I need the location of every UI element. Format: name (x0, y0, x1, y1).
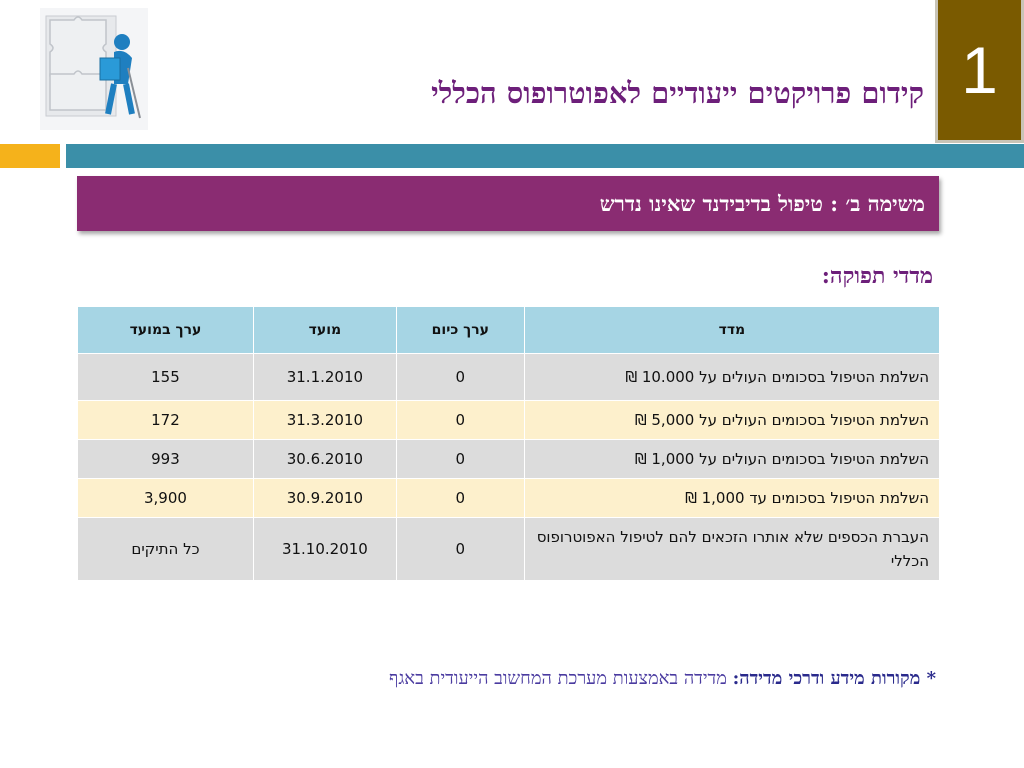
cell-current-value: 0 (395, 400, 525, 440)
table-row: השלמת הטיפול בסכומים העולים על 5,000 ₪ 0… (77, 400, 939, 440)
puzzle-figure-icon (40, 8, 148, 130)
metrics-table: מדד ערך כיום מועד ערך במועד השלמת הטיפול… (77, 307, 939, 580)
footnote-text: מדידה באמצעות מערכת המחשוב הייעודית באגף (389, 668, 727, 689)
cell-target-value: כל התיקים (77, 517, 254, 580)
header-date: מועד (252, 307, 397, 354)
cell-date: 30.9.2010 (252, 478, 397, 518)
table-row: השלמת הטיפול בסכומים העולים על 1,000 ₪ 0… (77, 439, 939, 479)
footnote-label: * מקורות מידע ודרכי מדידה: (732, 668, 936, 689)
table-row: העברת הכספים שלא אותרו הזכאים להם לטיפול… (77, 517, 939, 580)
table-header-row: מדד ערך כיום מועד ערך במועד (77, 307, 939, 354)
cell-date: 30.6.2010 (252, 439, 397, 479)
slide-title: קידום פרויקטים ייעודיים לאפוטרופוס הכללי (431, 76, 924, 110)
accent-bar-teal (66, 144, 1024, 168)
section-subheading: מדדי תפוקה: (821, 263, 933, 289)
cell-date: 31.10.2010 (252, 517, 397, 580)
cell-measure: השלמת הטיפול בסכומים העולים על 10.000 ₪ (523, 353, 939, 401)
footnote: * מקורות מידע ודרכי מדידה: מדידה באמצעות… (389, 668, 936, 689)
cell-target-value: 155 (77, 353, 254, 401)
header-measure: מדד (523, 307, 939, 354)
cell-current-value: 0 (395, 517, 525, 580)
cell-measure: השלמת הטיפול בסכומים העולים על 5,000 ₪ (523, 400, 939, 440)
cell-target-value: 3,900 (77, 478, 254, 518)
header-current-value: ערך כיום (395, 307, 525, 354)
cell-current-value: 0 (395, 439, 525, 479)
cell-date: 31.3.2010 (252, 400, 397, 440)
cell-date: 31.1.2010 (252, 353, 397, 401)
accent-bar-orange (0, 144, 60, 168)
header-target-value: ערך במועד (77, 307, 254, 354)
cell-current-value: 0 (395, 353, 525, 401)
task-banner: משימה ב׳ : טיפול בדיבידנד שאינו נדרש (77, 176, 939, 231)
cell-target-value: 172 (77, 400, 254, 440)
cell-target-value: 993 (77, 439, 254, 479)
cell-measure: העברת הכספים שלא אותרו הזכאים להם לטיפול… (523, 517, 939, 580)
cell-measure: השלמת הטיפול בסכומים העולים על 1,000 ₪ (523, 439, 939, 479)
task-banner-text: משימה ב׳ : טיפול בדיבידנד שאינו נדרש (599, 190, 925, 216)
cell-current-value: 0 (395, 478, 525, 518)
cell-measure: השלמת הטיפול בסכומים עד 1,000 ₪ (523, 478, 939, 518)
table-row: השלמת הטיפול בסכומים עד 1,000 ₪ 0 30.9.2… (77, 478, 939, 518)
slide-number-badge: 1 (935, 0, 1024, 143)
table-row: השלמת הטיפול בסכומים העולים על 10.000 ₪ … (77, 353, 939, 401)
